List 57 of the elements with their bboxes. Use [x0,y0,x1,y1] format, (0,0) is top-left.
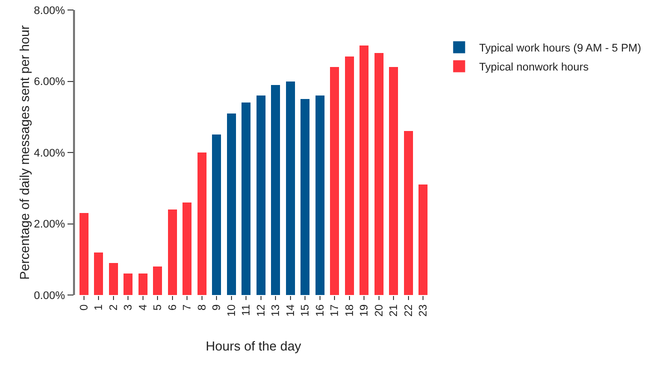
bar [300,99,310,295]
legend-label: Typical nonwork hours [479,62,590,74]
bar [226,113,236,295]
x-tick-label: 13 [270,304,282,317]
bar [256,96,266,295]
x-tick-label: 11 [240,304,253,316]
x-tick-label: 4 [137,304,150,311]
x-tick-label: 5 [152,304,164,311]
y-tick-label: 0.00% [34,290,66,302]
x-tick-label: 3 [122,304,135,311]
y-tick-label: 8.00% [34,4,66,17]
x-tick-label: 6 [166,304,179,311]
x-tick-label: 15 [300,304,312,317]
x-tick-label: 14 [284,304,297,317]
bar [344,56,354,295]
x-tick-label: 2 [108,304,120,311]
bar [212,134,222,295]
x-axis-title: Hours of the day [206,338,302,354]
x-tick-label: 21 [388,304,400,317]
bar [138,274,148,295]
bar [108,262,118,295]
bar [330,67,340,295]
x-tick-label: 10 [226,304,238,317]
x-tick-label: 19 [358,304,371,317]
bar [286,81,295,295]
bar [168,210,177,295]
x-tick-label: 7 [182,304,194,311]
bar [79,213,88,295]
bar [418,184,428,295]
y-tick-label: 6.00% [34,76,66,88]
bar [315,96,324,295]
x-tick-label: 16 [314,304,326,317]
x-tick-label: 8 [196,304,208,311]
x-tick-label: 17 [329,304,342,317]
x-tick-label: 20 [373,304,386,317]
x-tick-label: 22 [402,304,415,317]
x-tick-label: 23 [418,304,430,317]
y-tick-label: 2.00% [34,218,66,231]
x-tick-label: 18 [344,304,356,317]
bar [374,52,384,295]
x-tick-label: 0 [78,304,90,311]
x-tick-label: 1 [93,304,106,311]
legend-label: Typical work hours (9 AM - 5 PM) [479,42,642,55]
bar [404,131,413,295]
bar [94,252,104,295]
bar [153,266,162,295]
bar [182,202,192,295]
bar [271,84,280,295]
bar [197,152,206,295]
bar [389,67,398,295]
y-axis-title: Percentage of daily messages sent per hour [16,24,32,280]
x-tick-label: 12 [255,304,268,317]
x-tick-label: 9 [211,304,224,311]
bar [124,274,133,295]
y-tick-label: 4.00% [34,147,66,160]
bar [360,46,369,295]
bar [242,102,251,295]
